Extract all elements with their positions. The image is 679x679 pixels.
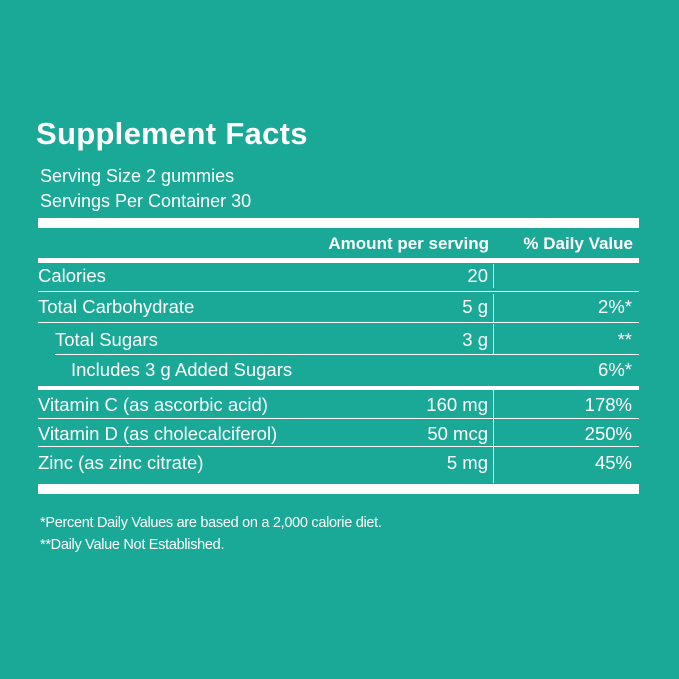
footnote-not-established: **Daily Value Not Established. (40, 537, 225, 553)
row-dv-total-sugars: ** (617, 329, 632, 350)
row-dv-total-carbohydrate: 2%* (598, 296, 632, 317)
macro-section-rule (38, 386, 639, 390)
row-amount-vitamin-d: 50 mcg (427, 423, 488, 444)
top-thick-rule (38, 218, 639, 228)
daily-value-header: % Daily Value (523, 234, 633, 253)
row-dv-zinc: 45% (594, 452, 632, 473)
row-dv-vitamin-c: 178% (584, 394, 632, 415)
row-amount-total-carbohydrate: 5 g (462, 296, 488, 317)
column-divider (493, 324, 494, 354)
footnote-percent-daily-value: *Percent Daily Values are based on a 2,0… (40, 515, 382, 531)
row-divider (55, 354, 639, 355)
row-amount-calories: 20 (467, 265, 488, 286)
row-label-zinc: Zinc (as zinc citrate) (38, 452, 204, 473)
row-dv-vitamin-d: 250% (584, 423, 632, 444)
row-dv-added-sugars: 6%* (598, 359, 632, 380)
panel-title: Supplement Facts (36, 116, 308, 151)
row-amount-total-sugars: 3 g (462, 329, 488, 350)
row-label-total-sugars: Total Sugars (55, 329, 158, 350)
row-label-calories: Calories (38, 265, 106, 286)
servings-per-container: Servings Per Container 30 (40, 191, 252, 211)
row-label-vitamin-c: Vitamin C (as ascorbic acid) (38, 394, 268, 415)
amount-per-serving-header: Amount per serving (328, 234, 489, 253)
row-label-added-sugars: Includes 3 g Added Sugars (71, 359, 293, 380)
header-rule (38, 258, 639, 263)
column-divider (493, 294, 494, 322)
row-divider (38, 322, 639, 323)
bottom-thick-rule (38, 484, 639, 494)
row-divider (38, 291, 639, 292)
row-divider (38, 446, 639, 447)
row-divider (38, 418, 639, 419)
column-divider (493, 264, 494, 288)
row-label-vitamin-d: Vitamin D (as cholecalciferol) (38, 423, 278, 444)
column-divider (493, 419, 494, 447)
row-amount-vitamin-c: 160 mg (426, 394, 488, 415)
column-divider (493, 447, 494, 483)
row-amount-zinc: 5 mg (446, 452, 488, 473)
column-divider (493, 390, 494, 418)
serving-size: Serving Size 2 gummies (40, 166, 235, 186)
row-label-total-carbohydrate: Total Carbohydrate (38, 296, 195, 317)
